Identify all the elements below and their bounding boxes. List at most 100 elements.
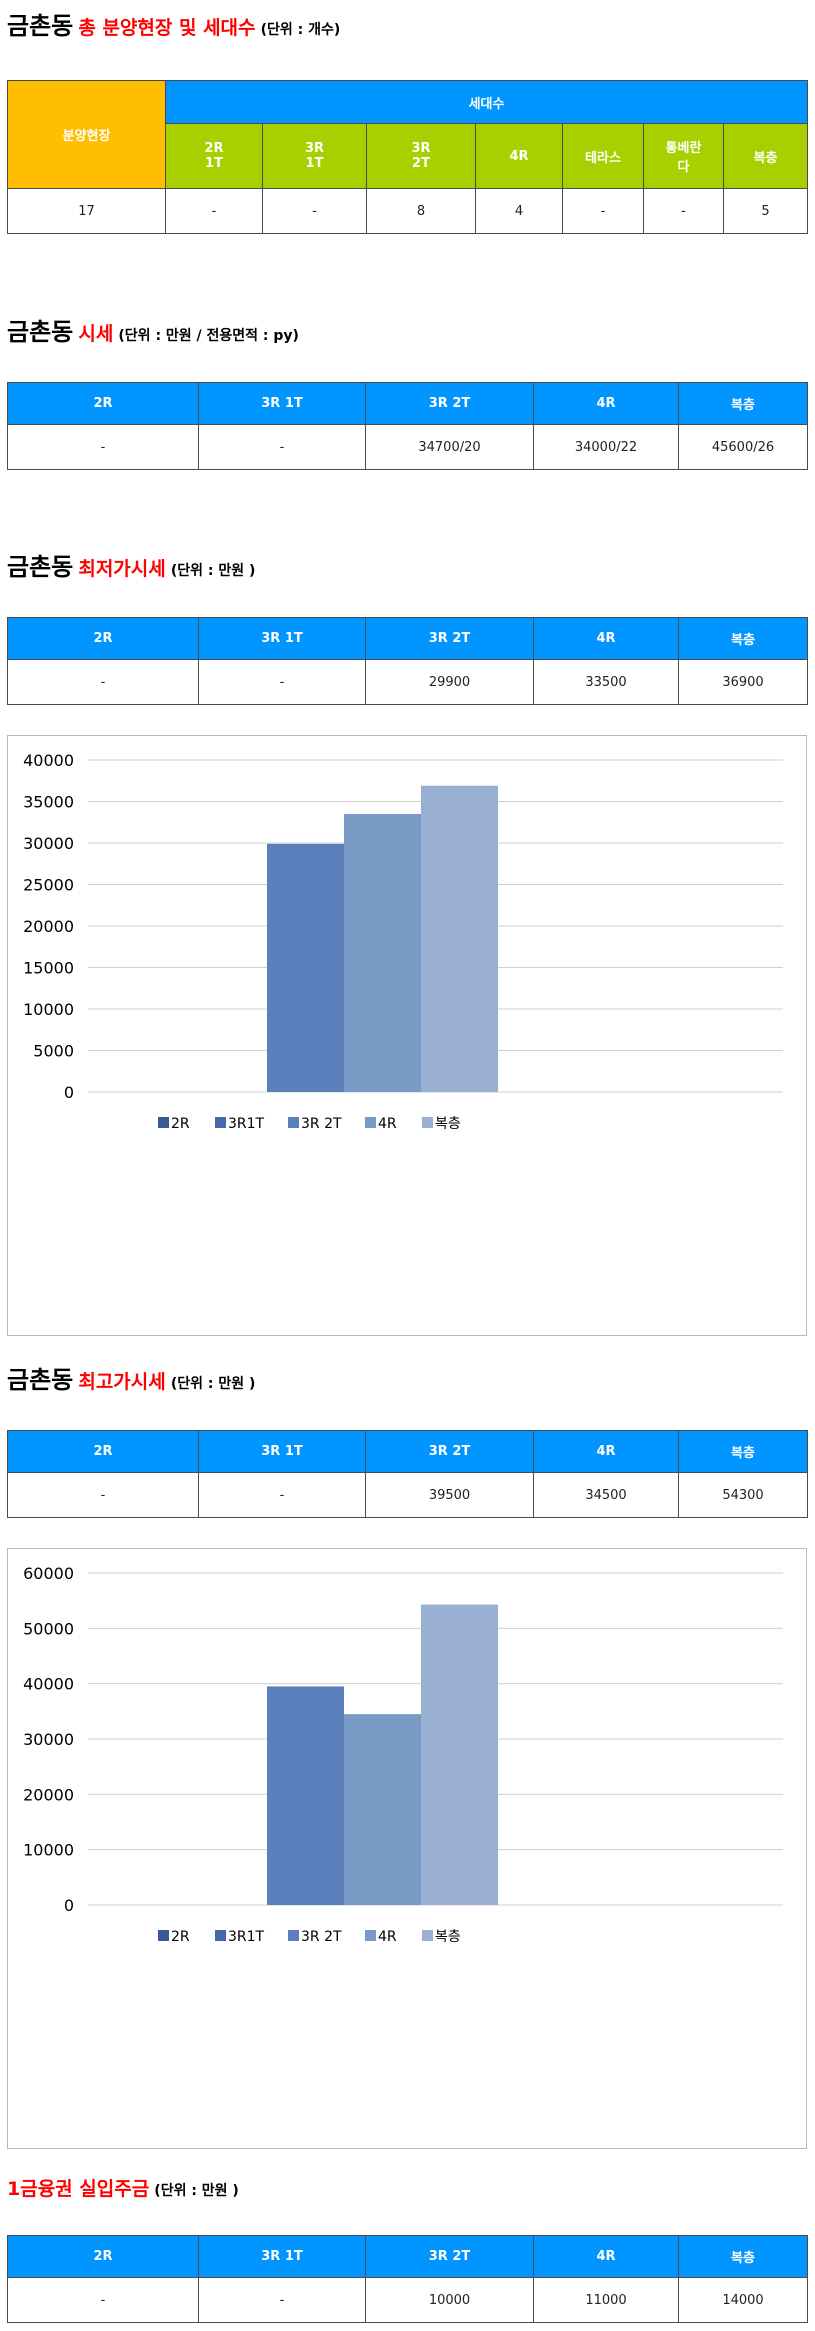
chart-highest-price: 60000 50000 40000 30000 20000 10000 0 2R 3R1T 3R … (7, 1548, 807, 2149)
table-cell: 33500 (533, 659, 679, 705)
section2-table: 2R 3R 1T 3R 2T 4R 복층 - - 34700/20 34000/… (7, 382, 808, 470)
table-cell: 45600/26 (678, 424, 808, 470)
legend-label: 복층 (435, 1929, 461, 1945)
chart-lowest-price-svg: 40000 35000 30000 25000 20000 15000 10000 5000 0… (23, 751, 783, 1132)
table-row: - - 29900 33500 36900 (7, 659, 808, 705)
legend-swatch (288, 1117, 299, 1128)
y-tick-label: 50000 (23, 1619, 74, 1638)
y-tick-label: 30000 (23, 834, 74, 853)
header-col: 4R (533, 1430, 679, 1473)
bar-3r2t (267, 1686, 344, 1905)
section3-title-unit: (단위 : 만원 ) (170, 563, 256, 579)
section2-heading: 금촌동 시세 (단위 : 만원 / 전용면적 : py) (7, 320, 299, 344)
section1-title-red: 총 분양현장 및 세대수 (78, 17, 256, 39)
y-tick-label: 0 (64, 1083, 74, 1102)
y-tick-label: 25000 (23, 876, 74, 895)
bar-복층 (421, 1604, 498, 1905)
header-col: 4R (533, 2235, 679, 2278)
legend-label: 3R1T (228, 1929, 265, 1945)
section1-title-main: 금촌동 (7, 12, 74, 40)
table-cell: 4 (475, 188, 563, 234)
table-cell: 54300 (678, 1472, 808, 1518)
section4-title-unit: (단위 : 만원 ) (170, 1376, 256, 1392)
y-tick-label: 10000 (23, 1841, 74, 1860)
legend-swatch (215, 1930, 226, 1941)
section1-table: 분양현장 세대수 2R 1T 3R 1T 3R 2T 4R 테라스 통베란 다 복층 1… (7, 80, 809, 234)
legend-label: 4R (378, 1929, 397, 1945)
header-col: 3R 2T (365, 2235, 534, 2278)
table-cell: 10000 (365, 2277, 534, 2323)
bar-3r2t (267, 843, 344, 1092)
bar-4r (344, 1714, 421, 1905)
table-row: - - 34700/20 34000/22 45600/26 (7, 424, 808, 470)
header-households: 세대수 (164, 80, 809, 124)
section2-title-red: 시세 (78, 323, 114, 345)
section4-title-main: 금촌동 (7, 1366, 74, 1394)
header-col: 3R 1T (198, 2235, 366, 2278)
legend-swatch (158, 1117, 169, 1128)
header-col: 복층 (678, 1430, 808, 1473)
header-col: 3R 1T (198, 382, 366, 425)
table-cell: - (198, 2277, 366, 2323)
table-cell: - (7, 424, 199, 470)
legend-label: 복층 (435, 1116, 461, 1132)
table-cell: 17 (7, 188, 166, 234)
header-col: 3R 2T (365, 617, 534, 660)
table-cell: 34500 (533, 1472, 679, 1518)
table-cell: 11000 (533, 2277, 679, 2323)
legend-swatch (365, 1117, 376, 1128)
bar-복층 (421, 785, 498, 1092)
header-col: 통베란 다 (643, 123, 724, 189)
table-cell: - (643, 188, 724, 234)
section1-title-unit: (단위 : 개수) (260, 22, 341, 38)
header-col: 3R 1T (198, 617, 366, 660)
header-col: 3R 2T (366, 123, 476, 189)
section3-title-main: 금촌동 (7, 553, 74, 581)
legend-label: 3R 2T (301, 1929, 342, 1945)
section2-title-unit: (단위 : 만원 / 전용면적 : py) (118, 328, 299, 344)
section1-heading: 금촌동 총 분양현장 및 세대수 (단위 : 개수) (7, 14, 340, 38)
header-col: 복층 (678, 617, 808, 660)
y-tick-label: 30000 (23, 1730, 74, 1749)
header-col: 2R (7, 617, 199, 660)
table-row: - - 39500 34500 54300 (7, 1472, 808, 1518)
table-cell: - (7, 1472, 199, 1518)
legend-swatch (422, 1930, 433, 1941)
table-cell: - (198, 424, 366, 470)
table-cell: - (562, 188, 644, 234)
legend-swatch (288, 1930, 299, 1941)
legend-swatch (422, 1117, 433, 1128)
legend-swatch (158, 1930, 169, 1941)
section5-title-unit: (단위 : 만원 ) (154, 2183, 239, 2199)
chart-highest-price-svg: 60000 50000 40000 30000 20000 10000 0 2R 3R1T 3R … (23, 1564, 783, 1945)
table-row: 17 - - 8 4 - - 5 (7, 188, 809, 234)
header-col: 복층 (722, 123, 809, 189)
table-cell: 8 (366, 188, 476, 234)
section4-table: 2R 3R 1T 3R 2T 4R 복층 - - 39500 34500 543… (7, 1430, 808, 1518)
table-cell: - (7, 2277, 199, 2323)
header-col: 2R (7, 1430, 199, 1473)
table-cell: - (165, 188, 263, 234)
table-cell: 34000/22 (533, 424, 679, 470)
header-col: 3R 2T (365, 382, 534, 425)
section3-table: 2R 3R 1T 3R 2T 4R 복층 - - 29900 33500 369… (7, 617, 808, 705)
header-col: 4R (533, 617, 679, 660)
legend-swatch (215, 1117, 226, 1128)
header-col: 3R 2T (365, 1430, 534, 1473)
y-tick-label: 10000 (23, 1000, 74, 1019)
y-tick-label: 15000 (23, 959, 74, 978)
y-tick-label: 60000 (23, 1564, 74, 1583)
y-tick-label: 35000 (23, 793, 74, 812)
y-tick-label: 0 (64, 1896, 74, 1915)
table-cell: - (198, 1472, 366, 1518)
header-col: 2R (7, 2235, 199, 2278)
section4-heading: 금촌동 최고가시세 (단위 : 만원 ) (7, 1368, 255, 1392)
table-cell: 34700/20 (365, 424, 534, 470)
y-tick-label: 20000 (23, 917, 74, 936)
chart-lowest-price: 40000 35000 30000 25000 20000 15000 10000 5000 0… (7, 735, 807, 1336)
table-cell: 36900 (678, 659, 808, 705)
section5-heading: 1금융권 실입주금 (단위 : 만원 ) (7, 2180, 239, 2199)
legend-label: 2R (171, 1929, 190, 1945)
header-col: 4R (533, 382, 679, 425)
section3-title-red: 최저가시세 (78, 558, 166, 580)
